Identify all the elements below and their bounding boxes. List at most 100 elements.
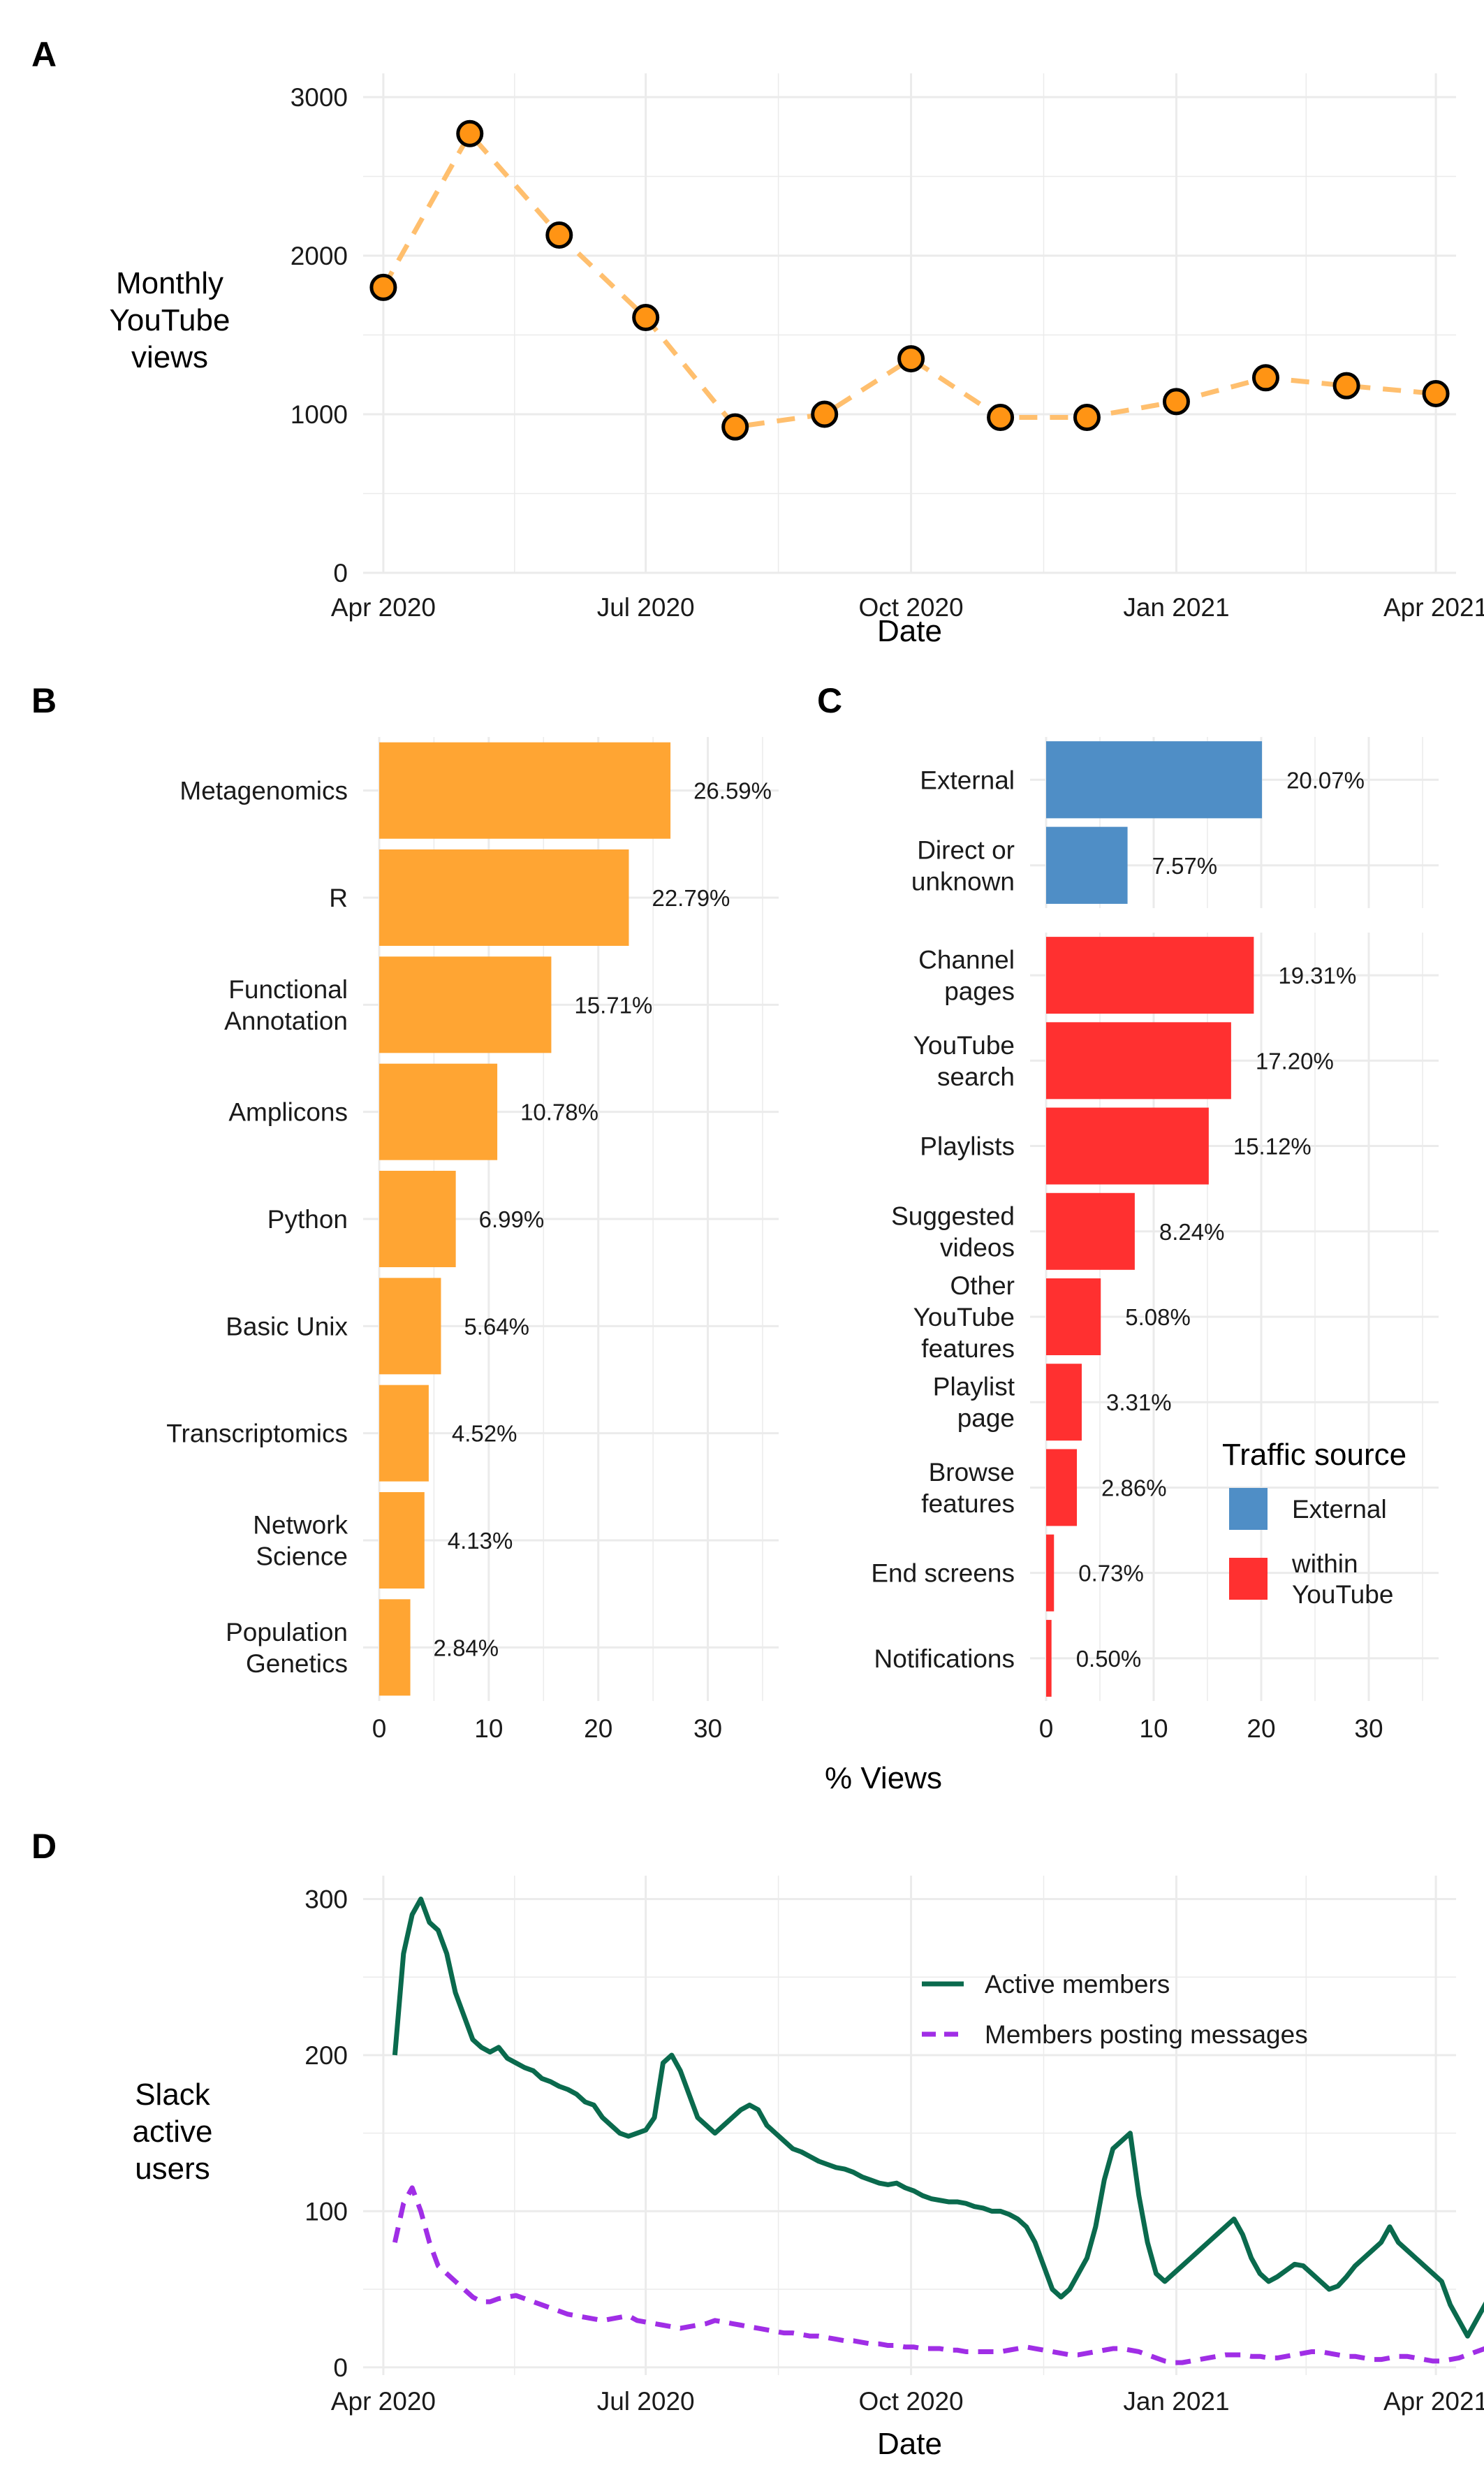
data-point-6: [897, 345, 925, 373]
category-label-1-6-line-1: features: [921, 1489, 1015, 1518]
category-label-1-4-line-2: features: [921, 1334, 1015, 1363]
tick-y-3: 3000: [291, 83, 348, 112]
tick-x-3: Jan 2021: [1123, 2387, 1229, 2416]
data-point-11: [1332, 372, 1360, 400]
category-label-2-line-1: Annotation: [224, 1007, 348, 1035]
bar-label-0-0: 20.07%: [1286, 767, 1365, 793]
data-point-8: [1073, 404, 1101, 432]
category-label-6-line-0: Transcriptomics: [166, 1419, 348, 1448]
tick-x-3: 30: [1354, 1714, 1383, 1743]
bar-1-6: [1046, 1449, 1078, 1526]
data-point-0: [369, 273, 397, 301]
tick-x-2: 20: [1247, 1714, 1275, 1743]
data-point-9: [1162, 388, 1190, 416]
category-label-1-0-line-0: Channel: [918, 946, 1015, 974]
tick-x-0: 0: [372, 1714, 387, 1743]
bar-label-8: 2.84%: [434, 1635, 499, 1660]
legend-key-0: [1229, 1488, 1268, 1530]
data-point-5: [811, 400, 839, 428]
bar-label-1-4: 5.08%: [1125, 1304, 1191, 1330]
category-label-1-2-line-0: Playlists: [920, 1132, 1015, 1161]
bar-label-1-8: 0.50%: [1076, 1646, 1142, 1672]
category-label-8-line-1: Genetics: [246, 1649, 348, 1678]
category-label-0-0-line-0: External: [920, 766, 1015, 794]
bar-1: [379, 849, 629, 946]
axis-title-y-a-line-2: views: [131, 340, 208, 374]
bar-0: [379, 742, 671, 839]
legend-label-1-line-1: YouTube: [1292, 1580, 1393, 1609]
axis-title-y-d-line-2: users: [135, 2152, 210, 2186]
tick-x-2: 20: [584, 1714, 612, 1743]
tick-x-1: 10: [1139, 1714, 1168, 1743]
bar-0-0: [1046, 741, 1263, 819]
category-label-1-3-line-0: Suggested: [891, 1202, 1015, 1230]
category-label-1-line-0: R: [329, 884, 348, 912]
category-label-0-1-line-1: unknown: [911, 867, 1015, 896]
panel-tag-c: C: [817, 681, 842, 720]
chart-d-slack-users: 0 100 200 300 Apr 2020 Jul 2020 Oct 2020 Jan 20…: [133, 1876, 1484, 2461]
category-label-3-line-0: Amplicons: [228, 1098, 348, 1127]
data-point-10: [1251, 364, 1279, 392]
data-point-2: [545, 221, 573, 249]
bar-5: [379, 1278, 441, 1375]
bar-label-1: 22.79%: [652, 885, 730, 911]
axis-title-y-a-line-0: Monthly: [116, 266, 223, 300]
bar-label-3: 10.78%: [520, 1100, 598, 1125]
bar-1-1: [1046, 1022, 1231, 1100]
bar-1-0: [1046, 937, 1254, 1014]
bar-label-0: 26.59%: [693, 778, 772, 804]
bar-label-1-5: 3.31%: [1106, 1389, 1172, 1415]
tick-y-2: 200: [304, 2041, 348, 2070]
chart-b-topic-views: 0 10 20 30 26.59% Metagenomics 22.79% R 15.71% Fu…: [166, 737, 779, 1743]
bar-label-1-1: 17.20%: [1256, 1048, 1334, 1074]
tick-y-2: 2000: [291, 242, 348, 270]
axis-title-y-a-line-1: YouTube: [110, 303, 230, 337]
bar-8: [379, 1599, 411, 1696]
series-line-active-members: [392, 1897, 1484, 2339]
category-label-8-line-0: Population: [226, 1618, 348, 1647]
axis-title-x-bc: % Views: [825, 1761, 942, 1795]
bar-label-7: 4.13%: [448, 1528, 513, 1554]
category-label-2-line-0: Functional: [228, 975, 348, 1004]
bar-7: [379, 1492, 425, 1589]
bar-label-5: 5.64%: [464, 1313, 529, 1339]
category-label-1-5-line-0: Playlist: [933, 1373, 1015, 1401]
category-label-1-4-line-0: Other: [950, 1271, 1015, 1300]
bar-label-1-0: 19.31%: [1278, 963, 1356, 988]
bar-label-1-2: 15.12%: [1233, 1134, 1312, 1160]
bar-2: [379, 956, 552, 1053]
category-label-1-6-line-0: Browse: [929, 1458, 1015, 1487]
tick-y-0: 0: [333, 559, 348, 587]
bar-6: [379, 1385, 429, 1482]
category-label-1-4-line-1: YouTube: [913, 1303, 1015, 1331]
category-label-1-3-line-1: videos: [940, 1233, 1015, 1262]
axis-title-y-d-line-1: active: [133, 2115, 213, 2149]
category-label-0-line-0: Metagenomics: [179, 777, 348, 805]
axis-title-x-a: Date: [877, 614, 942, 648]
data-point-4: [721, 413, 749, 441]
tick-y-3: 300: [304, 1885, 348, 1914]
data-point-12: [1422, 380, 1450, 408]
legend-key-1: [1229, 1558, 1268, 1600]
bar-1-5: [1046, 1364, 1082, 1441]
category-label-1-0-line-1: pages: [944, 977, 1015, 1006]
panel-tag-d: D: [31, 1827, 57, 1866]
series-line-members-posting: [392, 2185, 1484, 2365]
legend-label-1-line-0: within: [1291, 1549, 1358, 1578]
tick-x-4: Apr 2021: [1383, 593, 1484, 622]
category-label-4-line-0: Python: [267, 1205, 348, 1234]
category-label-1-1-line-0: YouTube: [913, 1031, 1015, 1060]
panel-tag-b: B: [31, 681, 57, 720]
category-label-7-line-0: Network: [253, 1511, 348, 1540]
legend-label-0-line-0: External: [1292, 1495, 1387, 1524]
bar-label-0-1: 7.57%: [1152, 853, 1218, 879]
tick-x-1: 10: [474, 1714, 503, 1743]
bar-3: [379, 1063, 498, 1160]
tick-x-3: Jan 2021: [1123, 593, 1229, 622]
tick-x-0: Apr 2020: [331, 2387, 436, 2416]
bar-1-8: [1046, 1619, 1052, 1697]
category-label-7-line-1: Science: [256, 1542, 348, 1571]
category-label-1-8-line-0: Notifications: [874, 1644, 1015, 1673]
bar-label-2: 15.71%: [574, 992, 652, 1018]
bar-label-1-3: 8.24%: [1159, 1219, 1225, 1245]
